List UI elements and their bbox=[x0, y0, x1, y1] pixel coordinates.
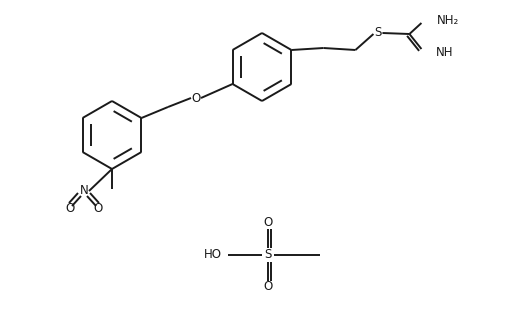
Text: O: O bbox=[66, 203, 75, 215]
Text: O: O bbox=[93, 203, 103, 215]
Text: S: S bbox=[264, 249, 272, 261]
Text: S: S bbox=[374, 25, 381, 38]
Text: N: N bbox=[79, 184, 88, 198]
Text: HO: HO bbox=[204, 249, 222, 261]
Text: O: O bbox=[263, 280, 272, 294]
Text: NH₂: NH₂ bbox=[437, 13, 459, 27]
Text: NH: NH bbox=[436, 45, 453, 59]
Text: O: O bbox=[263, 217, 272, 229]
Text: O: O bbox=[191, 91, 201, 105]
